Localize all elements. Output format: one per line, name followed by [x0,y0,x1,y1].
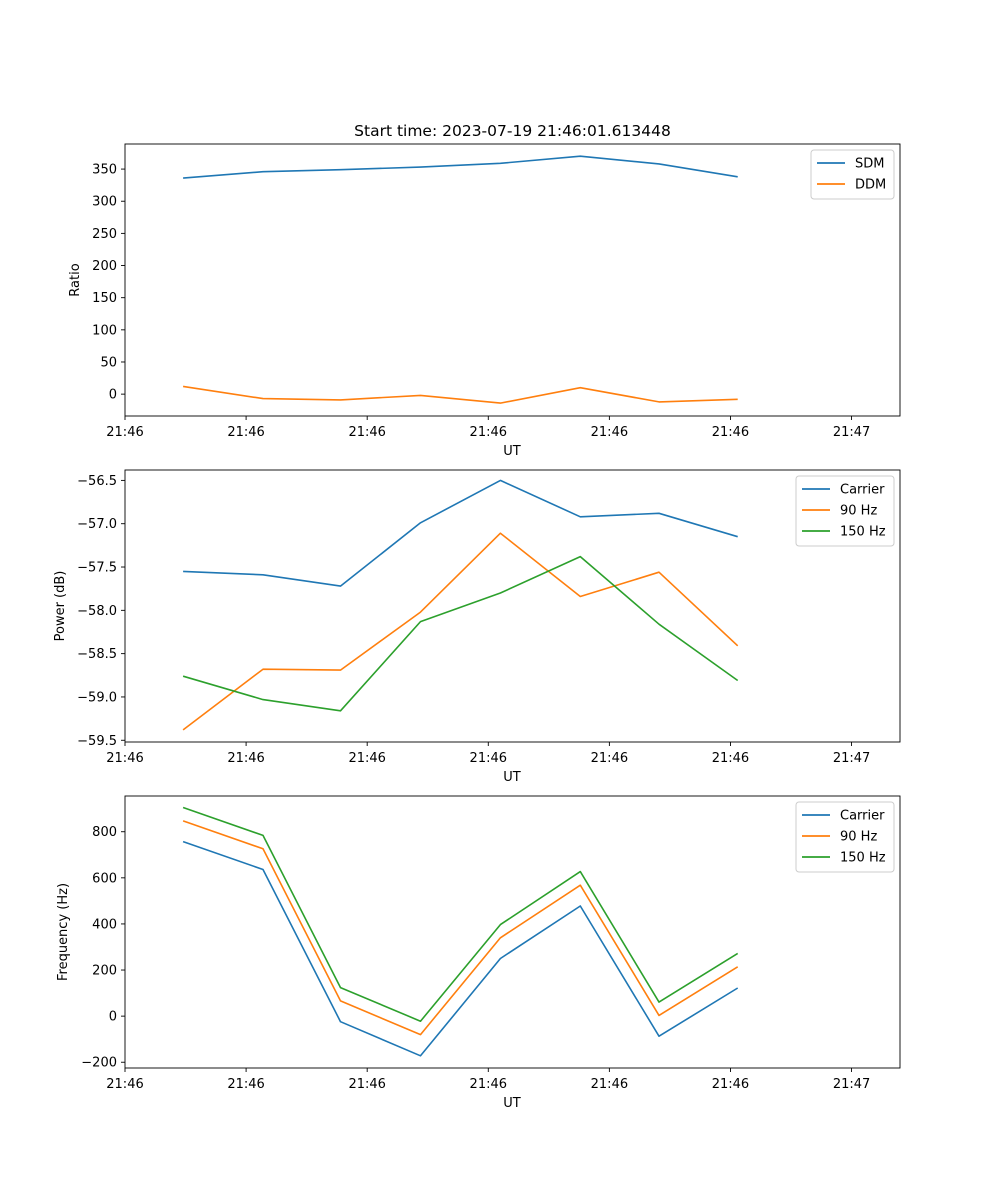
x-tick-label: 21:46 [591,1077,628,1092]
y-tick-label: −58.0 [77,604,117,619]
y-tick-label: −57.5 [77,561,117,576]
x-tick-label: 21:46 [227,751,264,766]
legend-label-90-hz: 90 Hz [840,504,877,519]
x-tick-label: 21:47 [833,751,870,766]
y-tick-label: −200 [81,1056,117,1071]
legend-label-90-hz: 90 Hz [840,830,877,845]
x-axis-label: UT [503,1096,521,1111]
y-tick-label: 200 [92,259,117,274]
axes-frame [124,143,901,417]
legend-label-carrier: Carrier [840,483,885,498]
series-line-90-hz [182,532,739,731]
series-line-sdm [183,155,738,179]
x-tick-label: 21:46 [470,425,507,440]
legend-box [795,801,895,873]
x-tick-label: 21:46 [348,751,385,766]
y-tick-label: 150 [92,291,117,306]
y-tick-label: 300 [92,195,117,210]
ratio-panel: 21:46 21:46 21:46 21:46 21:46 21:46 21:47 0 50 10… [68,143,901,459]
x-tick-label: 21:46 [470,751,507,766]
y-axis-label: Power (dB) [53,571,68,642]
x-tick-label: 21:46 [712,1077,749,1092]
x-axis-label: UT [503,444,521,459]
x-tick-label: 21:46 [106,751,143,766]
legend-label-150-hz: 150 Hz [840,851,886,866]
x-tick-label: 21:46 [591,425,628,440]
series-line-carrier [183,479,738,587]
y-tick-label: 400 [92,917,117,932]
y-tick-label: 250 [92,227,117,242]
y-tick-label: 100 [92,323,117,338]
y-axis-label: Ratio [68,263,83,296]
legend-box [795,475,895,547]
y-tick-label: 0 [109,1010,117,1025]
series-line-90-hz [182,820,739,1036]
x-tick-label: 21:46 [348,1077,385,1092]
axes-frame [124,469,901,743]
series-line-ddm [182,385,738,404]
series-line-carrier [182,840,739,1057]
y-tick-label: 50 [100,355,117,370]
y-tick-label: 800 [92,825,117,840]
series-line-150-hz [182,555,739,712]
x-tick-label: 21:47 [833,1077,870,1092]
legend-label-sdm: SDM [855,157,884,172]
y-tick-label: −57.0 [77,517,117,532]
y-tick-label: 0 [109,388,117,403]
x-tick-label: 21:46 [591,751,628,766]
series-line-150-hz [182,806,739,1023]
y-axis-label: Frequency (Hz) [56,883,71,981]
x-tick-label: 21:46 [227,1077,264,1092]
y-tick-label: 600 [92,871,117,886]
x-tick-label: 21:46 [227,425,264,440]
legend-label-carrier: Carrier [840,809,885,824]
power-panel: 21:46 21:46 21:46 21:46 21:46 21:46 21:47 −59.5… [53,469,901,785]
y-tick-label: −56.5 [77,474,117,489]
x-axis-label: UT [503,770,521,785]
x-tick-label: 21:46 [348,425,385,440]
y-tick-label: −58.5 [77,647,117,662]
axes-frame [124,795,901,1069]
chart-title: Start time: 2023-07-19 21:46:01.613448 [354,122,671,140]
y-tick-label: 200 [92,964,117,979]
x-tick-label: 21:46 [712,425,749,440]
y-tick-label: −59.0 [77,690,117,705]
y-tick-label: 350 [92,163,117,178]
x-tick-label: 21:46 [106,425,143,440]
frequency-panel: 21:46 21:46 21:46 21:46 21:46 21:46 21:47 −200 0… [56,795,901,1111]
x-tick-label: 21:46 [106,1077,143,1092]
y-tick-label: −59.5 [77,734,117,749]
legend-label-150-hz: 150 Hz [840,525,886,540]
x-tick-label: 21:47 [833,425,870,440]
legend-label-ddm: DDM [855,178,886,193]
x-tick-label: 21:46 [712,751,749,766]
x-tick-label: 21:46 [470,1077,507,1092]
